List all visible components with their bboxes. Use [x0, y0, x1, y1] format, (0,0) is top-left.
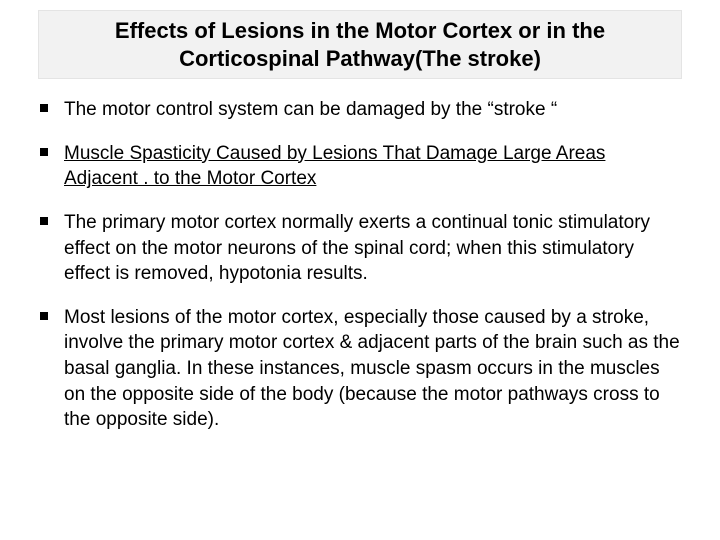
title-box: Effects of Lesions in the Motor Cortex o… [38, 10, 682, 79]
bullet-text: The motor control system can be damaged … [64, 99, 557, 120]
bullet-text: Most lesions of the motor cortex, especi… [64, 307, 680, 431]
list-item: The motor control system can be damaged … [38, 97, 682, 123]
list-item: Most lesions of the motor cortex, especi… [38, 305, 682, 433]
bullet-text: The primary motor cortex normally exerts… [64, 212, 650, 284]
slide: Effects of Lesions in the Motor Cortex o… [0, 0, 720, 540]
list-item: Muscle Spasticity Caused by Lesions That… [38, 141, 682, 192]
bullet-list: The motor control system can be damaged … [38, 97, 682, 433]
list-item: The primary motor cortex normally exerts… [38, 210, 682, 287]
slide-title: Effects of Lesions in the Motor Cortex o… [59, 17, 661, 72]
bullet-text: Muscle Spasticity Caused by Lesions That… [64, 143, 605, 190]
